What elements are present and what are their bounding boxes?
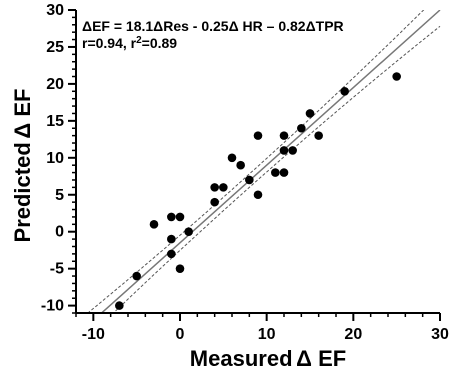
data-point [236,160,245,170]
data-point [288,146,297,155]
data-point [167,249,176,259]
data-point [167,212,176,222]
data-point [175,212,185,222]
x-axis-title: Measured Δ EF [190,346,346,371]
confidence-band-lower [113,25,441,312]
data-point [314,131,323,140]
regression-line [101,10,441,312]
y-tick-label: 20 [46,76,64,93]
data-point [392,72,401,81]
confidence-band-upper [88,10,425,312]
data-point [219,183,228,192]
x-tick-label: 10 [258,326,276,343]
y-tick-label: 10 [46,150,64,167]
y-tick-label: -10 [41,298,64,315]
data-point [279,131,289,140]
x-tick-label: 20 [344,326,362,343]
data-point [305,109,315,118]
data-point [340,86,349,96]
data-point [167,234,176,244]
stats-superscript: 2 [136,35,142,46]
y-tick-label: 30 [46,2,64,19]
data-point [279,168,289,177]
x-tick-label: -10 [82,326,105,343]
data-point [253,131,263,140]
data-point [210,183,219,192]
data-point [245,175,254,185]
data-point [210,197,219,207]
y-axis-title: Predicted Δ EF [10,89,35,243]
data-point [297,123,306,133]
data-point [149,220,159,229]
y-tick-label: -5 [50,261,64,278]
equation-annotation: ΔEF = 18.1ΔRes - 0.25Δ HR – 0.82ΔTPR [82,18,344,34]
y-tick-label: 5 [55,187,64,204]
stats-prefix: r=0.94, r [82,35,137,51]
data-point [253,190,263,200]
data-point [175,264,185,273]
data-point [227,153,237,163]
x-tick-label: 30 [431,326,449,343]
stats-annotation: r=0.94, r2=0.89 [82,35,177,52]
y-tick-label: 25 [46,39,64,56]
data-point [132,271,141,281]
data-point [115,301,124,310]
stats-suffix: =0.89 [142,35,178,51]
data-point [271,168,280,177]
x-tick-label: 0 [176,326,185,343]
data-point [184,227,193,237]
data-point [279,146,289,155]
fit-lines-group [88,10,441,312]
y-tick-label: 15 [46,113,64,130]
y-tick-label: 0 [55,224,64,241]
